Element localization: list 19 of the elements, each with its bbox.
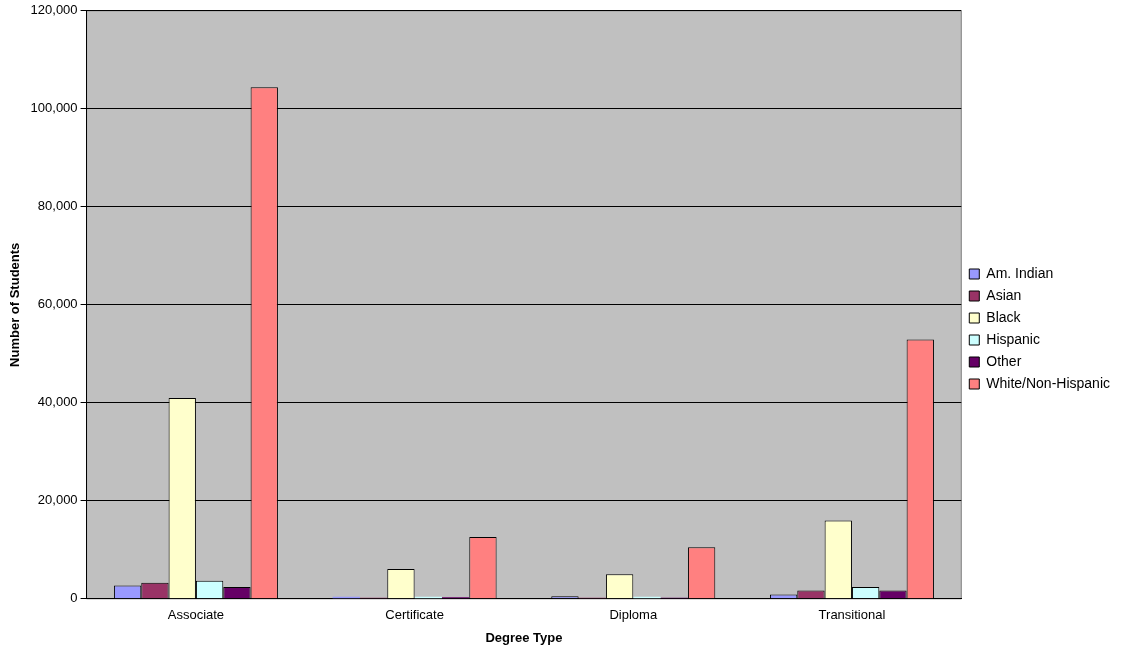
y-tick-label: 60,000 [37, 296, 78, 312]
x-tick-label: Transitional [818, 607, 886, 623]
legend-label: Hispanic [986, 330, 1040, 347]
y-tick-label: 80,000 [37, 198, 78, 214]
y-tick-label: 100,000 [30, 100, 78, 116]
x-tick-label: Certificate [385, 607, 444, 623]
legend-label: Asian [986, 286, 1022, 303]
legend-label: Black [986, 308, 1022, 325]
y-tick-label: 20,000 [37, 492, 78, 508]
y-tick-label: 120,000 [30, 2, 78, 18]
x-tick-label: Associate [167, 607, 225, 623]
y-tick-label: 40,000 [37, 394, 78, 410]
y-axis-title: Number of Students [7, 242, 23, 367]
x-axis-title: Degree Type [485, 629, 563, 645]
legend-label: Other [986, 352, 1022, 369]
legend-label: Am. Indian [986, 264, 1054, 281]
x-tick-label: Diploma [609, 607, 658, 623]
y-tick-label: 0 [70, 590, 78, 606]
legend-label: White/Non-Hispanic [986, 374, 1111, 391]
